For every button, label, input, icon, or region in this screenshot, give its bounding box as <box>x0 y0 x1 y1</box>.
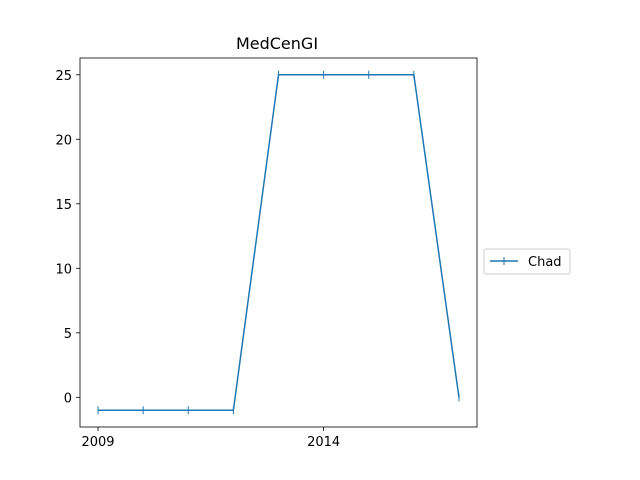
plot-area <box>79 57 478 428</box>
chart-title: MedCenGI <box>236 34 318 53</box>
series-line-chad <box>98 74 460 411</box>
y-tick-label: 25 <box>55 69 72 84</box>
legend-label: Chad <box>528 255 562 270</box>
legend-frame <box>483 248 571 275</box>
x-tick-label: 2009 <box>81 435 114 450</box>
y-tick-label: 20 <box>55 133 72 148</box>
legend: Chad <box>483 248 571 275</box>
x-axis: 2009 2014 <box>81 427 340 450</box>
y-tick-label: 15 <box>55 198 72 213</box>
y-tick-label: 0 <box>64 391 72 406</box>
x-tick-label: 2014 <box>307 435 340 450</box>
series-layer <box>97 70 460 415</box>
y-tick-label: 5 <box>64 327 72 342</box>
y-tick-label: 10 <box>55 262 72 277</box>
y-axis: 0 5 10 15 20 25 <box>55 69 80 406</box>
